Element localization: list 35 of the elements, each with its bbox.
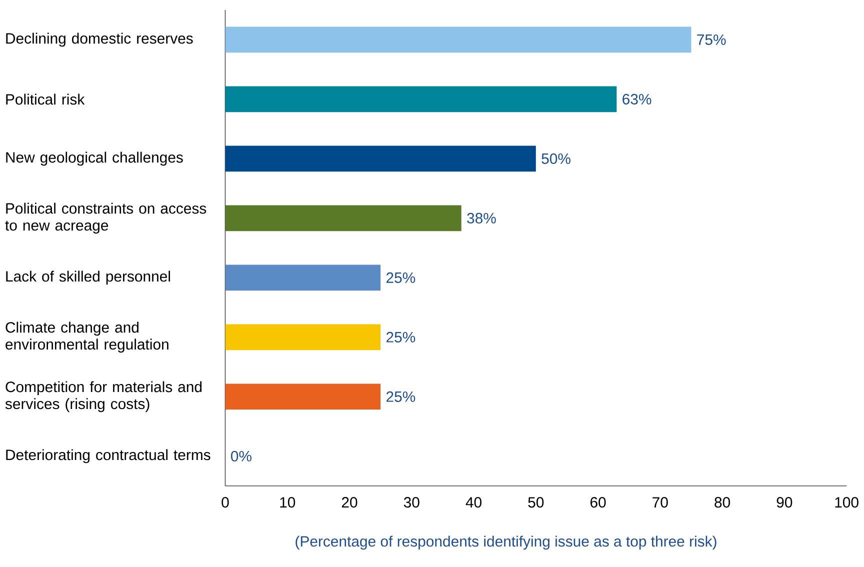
bar	[225, 86, 617, 112]
data-label: 38%	[467, 213, 496, 224]
data-label: 0%	[230, 451, 252, 462]
y-tick-label: Competition for materials and services (rising costs)	[5, 381, 202, 412]
y-tick-label: Political constraints on access to new acreage	[5, 202, 206, 234]
y-tick-label: New geological challenges	[6, 152, 183, 166]
data-label: 75%	[697, 34, 726, 46]
x-tick-label: 60	[590, 497, 606, 508]
data-label: 25%	[386, 392, 416, 402]
x-tick-label: 20	[342, 497, 358, 508]
bar	[225, 264, 381, 291]
x-tick-label: 50	[528, 497, 544, 508]
x-axis-title: (Percentage of respondents identifying issue as a top three risk)	[296, 536, 716, 550]
bar	[225, 205, 462, 232]
y-tick-label: Climate change and environmental regulation	[6, 322, 168, 353]
x-tick-label: 0	[222, 497, 229, 508]
x-tick-label: 80	[714, 497, 730, 508]
y-tick-label: Political risk	[6, 94, 85, 105]
data-label: 25%	[386, 332, 416, 343]
x-tick-label: 100	[835, 497, 858, 508]
data-label: 50%	[542, 154, 570, 164]
x-tick-label: 10	[280, 497, 296, 508]
x-tick-label: 40	[466, 497, 482, 508]
bar	[225, 146, 536, 172]
data-label: 25%	[386, 272, 416, 284]
bar	[225, 26, 692, 53]
x-tick-label: 70	[652, 497, 668, 508]
y-tick-label: Deteriorating contractual terms	[6, 449, 210, 464]
y-tick-label: Lack of skilled personnel	[6, 270, 170, 285]
data-label: 63%	[622, 94, 652, 105]
x-tick-label: 90	[776, 497, 792, 508]
bar	[225, 324, 381, 350]
y-tick-label: Declining domestic reserves	[6, 32, 193, 47]
x-tick-label: 30	[404, 497, 420, 508]
bar	[225, 384, 381, 410]
